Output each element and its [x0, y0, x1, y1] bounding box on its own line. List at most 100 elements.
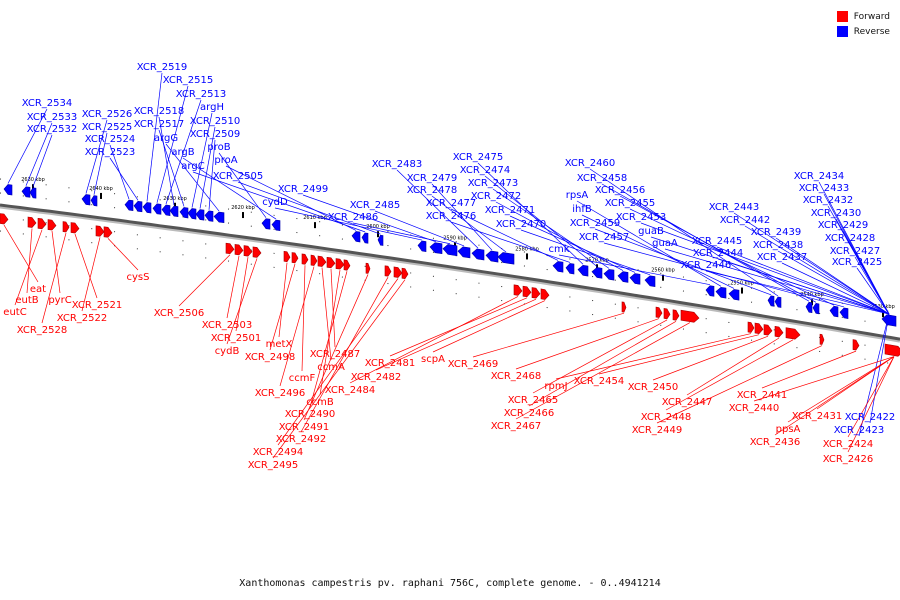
axis-tick-label: 2550 kbp — [730, 281, 754, 287]
label-connector — [81, 237, 101, 312]
forward-gene-arrow — [317, 255, 327, 267]
label-connector — [165, 99, 202, 205]
forward-gene-label: XCR_2424 — [823, 439, 874, 450]
forward-gene-arrow — [37, 217, 47, 230]
forward-gene-arrow — [754, 322, 764, 335]
forward-gene-arrow — [47, 219, 57, 231]
label-connector — [774, 356, 895, 436]
forward-gene-arrow — [680, 309, 700, 323]
reverse-gene-arrow — [204, 210, 214, 222]
forward-gene-arrow — [401, 267, 409, 280]
forward-gene-label: XCR_2448 — [641, 412, 692, 423]
label-connector — [178, 254, 231, 307]
forward-gene-label: ccmB — [306, 397, 334, 408]
reverse-gene-arrow — [728, 289, 740, 301]
axis-tick-mark — [811, 299, 813, 306]
reverse-gene-label: rpsA — [566, 190, 589, 201]
reverse-gene-arrow — [442, 244, 458, 257]
reverse-gene-label: argB — [171, 147, 194, 158]
label-connector — [733, 212, 890, 315]
label-connector — [576, 200, 722, 287]
label-connector — [431, 195, 507, 253]
forward-gene-label: XCR_2494 — [253, 447, 304, 458]
label-connector — [484, 175, 598, 267]
forward-gene-arrow — [234, 244, 244, 256]
label-connector — [158, 116, 175, 206]
label-connector — [594, 228, 772, 296]
reverse-gene-label: XCR_2479 — [407, 173, 458, 184]
reverse-swatch — [836, 26, 848, 37]
reverse-gene-label: XCR_2442 — [720, 215, 771, 226]
reverse-gene-arrow — [429, 242, 443, 255]
reverse-gene-arrow — [161, 204, 171, 216]
label-connector — [182, 157, 277, 220]
reverse-gene-arrow — [617, 271, 629, 283]
label-connector — [156, 85, 189, 203]
forward-gene-arrow — [884, 343, 900, 357]
forward-gene-arrow — [774, 325, 784, 338]
axis-tick-label: 2530 kbp — [871, 304, 895, 310]
reverse-gene-arrow — [213, 211, 225, 224]
label-connector — [495, 201, 624, 271]
label-connector — [279, 266, 315, 387]
label-connector — [528, 321, 677, 407]
forward-gene-label: ccmF — [289, 373, 316, 384]
label-connector — [301, 265, 306, 372]
reverse-gene-arrow — [774, 296, 782, 308]
label-connector — [107, 238, 139, 271]
label-connector — [629, 208, 835, 306]
reverse-gene-label: XCR_2477 — [426, 198, 477, 209]
label-connector — [272, 279, 406, 459]
forward-gene-arrow — [393, 266, 403, 278]
forward-gene-label: ccmA — [317, 362, 345, 373]
forward-swatch — [836, 11, 848, 22]
reverse-gene-arrow — [361, 232, 369, 244]
label-connector — [303, 274, 369, 421]
reverse-gene-label: guaA — [652, 238, 678, 249]
reverse-gene-label: XCR_2526 — [82, 109, 133, 120]
reverse-gene-arrow — [812, 302, 820, 315]
forward-gene-arrow — [672, 309, 680, 321]
forward-gene-label: scpA — [421, 354, 445, 365]
forward-gene-label: XCR_2522 — [57, 313, 108, 324]
reverse-gene-arrow — [552, 261, 564, 273]
reverse-gene-arrow — [471, 248, 485, 261]
reverse-gene-label: XCR_2478 — [407, 185, 458, 196]
label-connector — [199, 126, 216, 209]
reverse-gene-label: XCR_2444 — [693, 248, 744, 259]
forward-gene-arrow — [62, 221, 70, 233]
forward-gene-label: cydB — [215, 346, 240, 357]
reverse-gene-label: XCR_2430 — [811, 208, 862, 219]
forward-gene-label: XCR_2484 — [325, 385, 376, 396]
axis-tick-mark — [741, 287, 743, 294]
reverse-gene-arrow — [629, 273, 641, 285]
label-connector — [235, 257, 249, 332]
reverse-gene-arrow — [591, 267, 603, 279]
forward-gene-label: ppsA — [776, 424, 801, 435]
label-connector — [854, 256, 890, 315]
reverse-gene-label: XCR_2485 — [350, 200, 401, 211]
forward-gene-label: XCR_2468 — [491, 371, 542, 382]
genome-backbone — [0, 203, 900, 343]
label-connector — [781, 262, 890, 315]
label-connector — [515, 318, 660, 370]
reverse-gene-arrow — [577, 264, 589, 277]
label-connector — [352, 222, 451, 245]
axis-tick-mark — [882, 311, 884, 318]
reverse-gene-label: XCR_2533 — [27, 112, 78, 123]
forward-gene-arrow — [0, 213, 9, 225]
forward-gene-label: XCR_2521 — [72, 300, 123, 311]
label-connector — [14, 229, 43, 306]
reverse-gene-arrow — [644, 275, 656, 287]
forward-gene-label: eat — [30, 284, 46, 295]
forward-gene-label: XCR_2447 — [662, 397, 713, 408]
label-connector — [32, 134, 53, 187]
reverse-gene-label: argG — [154, 133, 178, 144]
reverse-gene-arrow — [169, 205, 179, 217]
label-connector — [869, 314, 890, 424]
label-connector — [7, 108, 48, 184]
label-connector — [218, 152, 267, 218]
label-connector — [849, 243, 890, 315]
forward-gene-label: XCR_2501 — [211, 333, 262, 344]
label-connector — [705, 270, 890, 315]
